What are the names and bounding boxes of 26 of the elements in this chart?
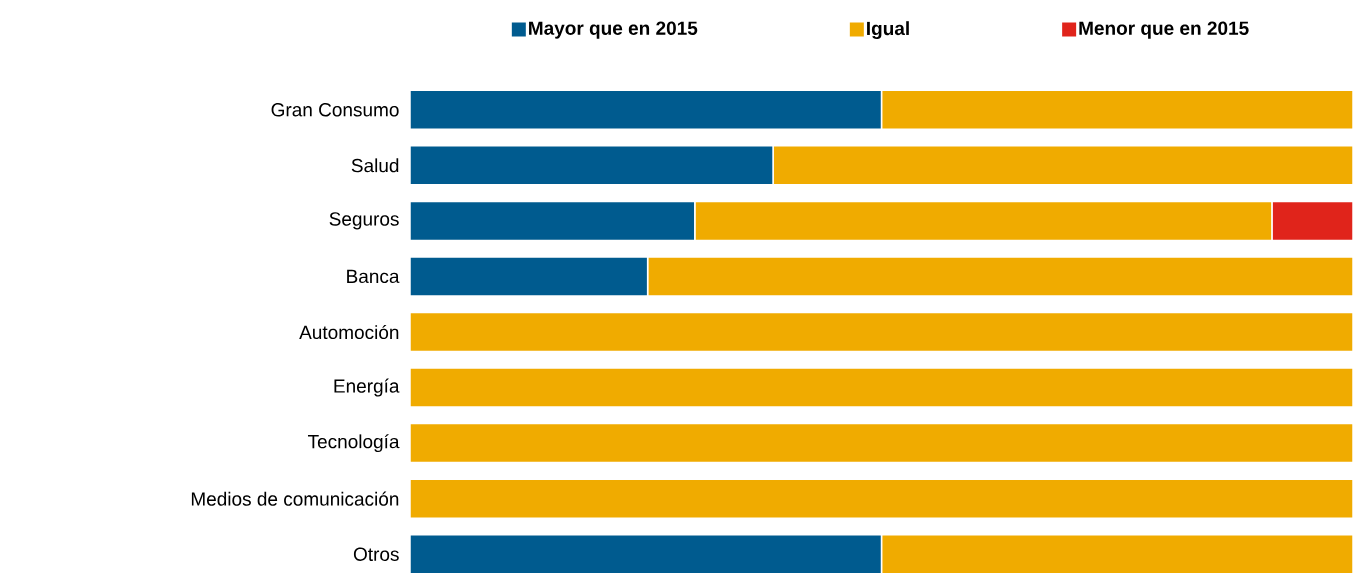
bar bbox=[880, 89, 1353, 131]
y-tick-label: Banca bbox=[347, 269, 400, 284]
y-tick-label: Energía bbox=[334, 378, 400, 397]
bar bbox=[410, 533, 883, 575]
bar bbox=[410, 311, 1353, 353]
y-tick-label: Otros bbox=[353, 547, 399, 561]
y-tick-label: Seguros bbox=[329, 212, 399, 230]
bar bbox=[410, 89, 883, 131]
y-tick-label: Medios de comunicación bbox=[191, 491, 399, 506]
bar bbox=[772, 145, 1353, 186]
bar bbox=[410, 422, 1353, 464]
bar bbox=[410, 145, 774, 186]
bar bbox=[694, 200, 1273, 242]
y-tick-label: Tecnología bbox=[307, 434, 400, 453]
bar bbox=[410, 367, 1353, 408]
bar bbox=[410, 200, 696, 242]
legend-label: Menor que en 2015 bbox=[1079, 21, 1249, 39]
y-tick-label: Salud bbox=[351, 158, 399, 173]
bar bbox=[880, 533, 1353, 575]
bar bbox=[410, 478, 1353, 519]
bar bbox=[646, 256, 1353, 297]
y-tick-label: Automoción bbox=[299, 324, 399, 340]
bar bbox=[410, 256, 649, 297]
legend-label: Igual bbox=[867, 21, 909, 39]
legend-label: Mayor que en 2015 bbox=[529, 21, 698, 39]
y-tick-label: Gran Consumo bbox=[271, 103, 399, 117]
